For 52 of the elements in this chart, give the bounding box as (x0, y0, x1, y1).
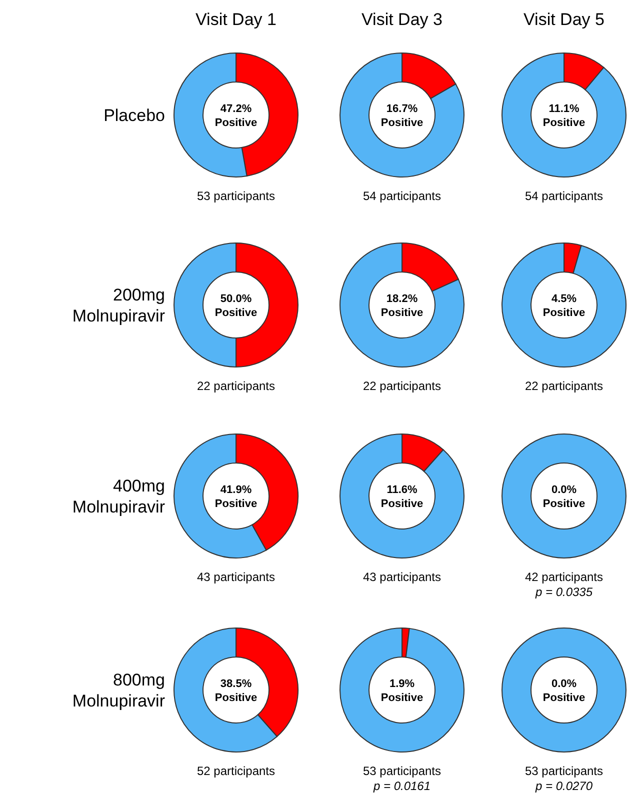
slice-label: Positive (542, 117, 586, 129)
text: p = 0.0335 (534, 585, 593, 599)
text: 400mg Molnupiravir (72, 476, 166, 516)
slice-label: Positive (214, 307, 258, 319)
text: 22 participants (196, 379, 276, 393)
slice-label: Positive (214, 498, 258, 510)
text: 0.0% (551, 678, 577, 690)
text: p = 0.0270 (534, 779, 593, 793)
slice-label: Positive (214, 692, 258, 704)
text: 200mg Molnupiravir (72, 286, 166, 326)
category-label: Positive (542, 692, 586, 704)
donut-slice (340, 52, 464, 178)
text: 22 participants (524, 379, 604, 393)
data-label: 11.1% (548, 103, 580, 115)
text: 53 participants (196, 189, 276, 203)
donut-slice (502, 242, 626, 368)
chart-title: Visit Day 1 (196, 10, 276, 29)
slice-label: Positive (380, 307, 424, 319)
data-label: 1.9% (389, 678, 415, 690)
data-label: 11.6% (386, 484, 418, 496)
slice-label: Positive (380, 117, 424, 129)
slice-label: Positive (380, 498, 424, 510)
text: 52 participants (196, 764, 276, 778)
data-label: 41.9% (220, 484, 252, 496)
category-label: Positive (542, 498, 586, 510)
text: 42 participants (524, 570, 604, 584)
text: 43 participants (196, 570, 276, 584)
chart-title: Visit Day 3 (362, 10, 442, 29)
text: 53 participants (362, 764, 442, 778)
text: Placebo (104, 106, 165, 125)
text: 53 participants (524, 764, 604, 778)
slice-label: Positive (214, 117, 258, 129)
donut-slice (340, 242, 464, 368)
text: 0.0% (551, 484, 577, 496)
text: 22 participants (362, 379, 442, 393)
donut-slice (502, 52, 626, 178)
donut-slice (340, 434, 464, 558)
data-label: 47.2% (220, 103, 252, 115)
donut-slice (340, 628, 464, 752)
data-label: 16.7% (386, 103, 418, 115)
slice-label: Positive (380, 692, 424, 704)
text: p = 0.0161 (372, 779, 431, 793)
data-label: 38.5% (220, 678, 252, 690)
text: 800mg Molnupiravir (72, 670, 166, 710)
data-label: 4.5% (551, 293, 577, 305)
text: 54 participants (524, 189, 604, 203)
data-label: 18.2% (386, 293, 418, 305)
text: 43 participants (362, 570, 442, 584)
data-label: 50.0% (220, 293, 252, 305)
slice-label: Positive (542, 307, 586, 319)
chart-title: Visit Day 5 (524, 10, 604, 29)
text: 54 participants (362, 189, 442, 203)
